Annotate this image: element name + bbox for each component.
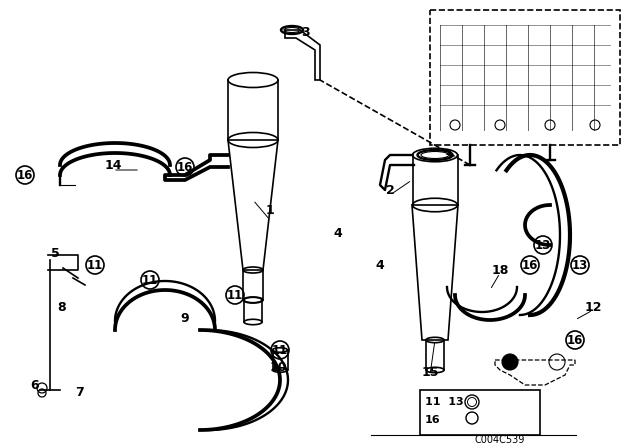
Text: 4: 4 <box>333 227 342 240</box>
Text: 2: 2 <box>386 184 394 197</box>
Text: 6: 6 <box>31 379 39 392</box>
Text: 8: 8 <box>58 301 67 314</box>
Text: 7: 7 <box>76 385 84 399</box>
Bar <box>420 390 540 435</box>
Text: 16: 16 <box>177 160 193 173</box>
Text: 11: 11 <box>272 344 288 357</box>
Text: 16: 16 <box>522 258 538 271</box>
Text: 11  13: 11 13 <box>425 397 463 407</box>
Text: 3: 3 <box>301 26 309 39</box>
Text: 16: 16 <box>17 168 33 181</box>
Text: 13: 13 <box>572 258 588 271</box>
Text: C004C539: C004C539 <box>475 435 525 445</box>
Text: 5: 5 <box>51 246 60 259</box>
Text: 11: 11 <box>87 258 103 271</box>
Text: 15: 15 <box>421 366 439 379</box>
Text: 11: 11 <box>142 273 158 287</box>
Text: 4: 4 <box>376 258 385 271</box>
Text: 10: 10 <box>269 361 287 374</box>
Circle shape <box>502 354 518 370</box>
Text: 9: 9 <box>180 311 189 324</box>
Text: 13: 13 <box>535 238 551 251</box>
Text: 14: 14 <box>104 159 122 172</box>
Text: 1: 1 <box>266 203 275 216</box>
Text: 18: 18 <box>492 263 509 276</box>
Text: 3: 3 <box>443 148 451 161</box>
Text: 12: 12 <box>584 301 602 314</box>
Text: 11: 11 <box>227 289 243 302</box>
Text: 16: 16 <box>425 415 440 425</box>
Text: 16: 16 <box>567 333 583 346</box>
